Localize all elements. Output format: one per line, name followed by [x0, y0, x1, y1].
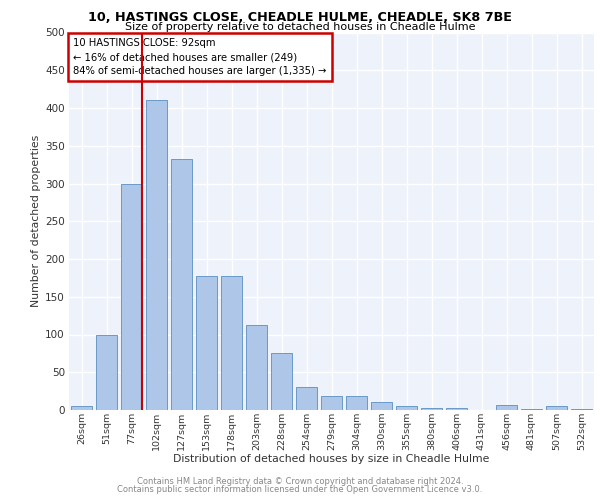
Text: 10 HASTINGS CLOSE: 92sqm
← 16% of detached houses are smaller (249)
84% of semi-: 10 HASTINGS CLOSE: 92sqm ← 16% of detach… [73, 38, 326, 76]
Bar [321, 396, 342, 410]
Bar [571, 409, 592, 410]
Bar [121, 184, 142, 410]
Text: Contains HM Land Registry data © Crown copyright and database right 2024.: Contains HM Land Registry data © Crown c… [137, 477, 463, 486]
Bar [146, 100, 167, 410]
Text: Size of property relative to detached houses in Cheadle Hulme: Size of property relative to detached ho… [125, 22, 475, 32]
X-axis label: Distribution of detached houses by size in Cheadle Hulme: Distribution of detached houses by size … [173, 454, 490, 464]
Y-axis label: Number of detached properties: Number of detached properties [31, 135, 41, 308]
Bar [521, 409, 542, 410]
Bar [346, 396, 367, 410]
Bar [296, 388, 317, 410]
Bar [421, 408, 442, 410]
Bar [196, 276, 217, 410]
Bar [546, 406, 567, 410]
Text: Contains public sector information licensed under the Open Government Licence v3: Contains public sector information licen… [118, 484, 482, 494]
Bar [446, 408, 467, 410]
Text: 10, HASTINGS CLOSE, CHEADLE HULME, CHEADLE, SK8 7BE: 10, HASTINGS CLOSE, CHEADLE HULME, CHEAD… [88, 11, 512, 24]
Bar [396, 406, 417, 410]
Bar [271, 354, 292, 410]
Bar [96, 336, 117, 410]
Bar [71, 406, 92, 410]
Bar [246, 326, 267, 410]
Bar [171, 160, 192, 410]
Bar [221, 276, 242, 410]
Bar [371, 402, 392, 410]
Bar [496, 406, 517, 410]
